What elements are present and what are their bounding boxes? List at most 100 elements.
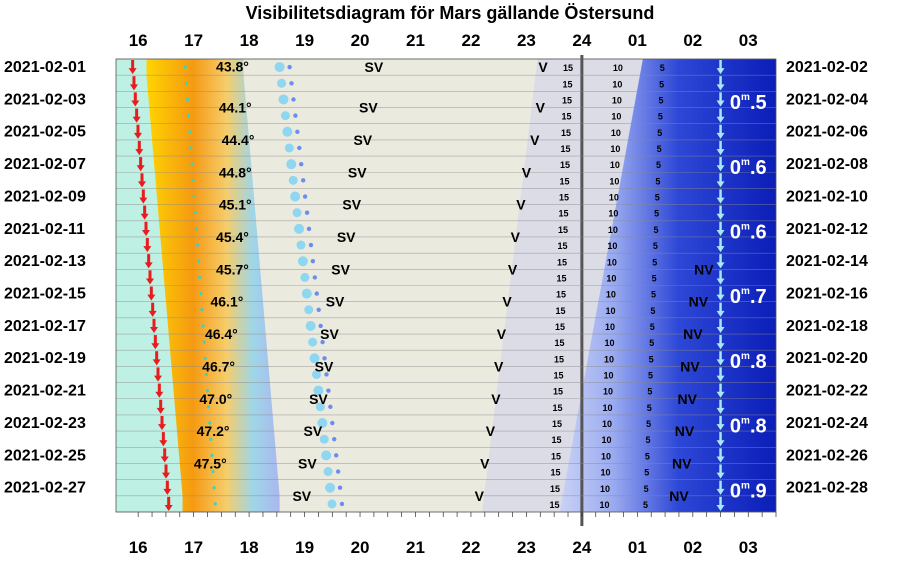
mars-position-dot-small — [332, 436, 337, 442]
date-label-right: 2021-02-10 — [786, 188, 868, 205]
sunset-arrowhead — [136, 165, 145, 172]
mars-set-arrowhead — [716, 197, 725, 204]
date-label-right: 2021-02-22 — [786, 383, 868, 400]
max-altitude-label: 43.8° — [216, 58, 249, 74]
date-label-right: 2021-02-20 — [786, 350, 868, 367]
magnitude-label: 0m.7 — [730, 286, 767, 308]
magnitude-label: 0m.6 — [730, 157, 767, 179]
mars-position-dot — [282, 126, 293, 137]
sunset-arrowhead — [155, 391, 164, 398]
mars-position-dot-small — [299, 161, 304, 167]
direction-label-sv: SV — [326, 294, 345, 310]
mars-position-dot — [319, 434, 329, 444]
sunset-arrowhead — [160, 456, 169, 463]
altitude-limit-label: 15 — [555, 322, 565, 332]
date-label-right: 2021-02-02 — [786, 59, 868, 76]
mars-set-arrowhead — [716, 229, 725, 236]
mars-set-arrowhead — [716, 472, 725, 479]
sunset-arrowhead — [132, 116, 141, 123]
twilight-dot — [211, 469, 215, 474]
altitude-limit-label: 15 — [559, 193, 569, 203]
mars-position-dot-small — [320, 339, 325, 345]
magnitude-label: 0m.5 — [730, 92, 767, 114]
hour-tick-label: 20 — [351, 31, 370, 50]
sunset-arrowhead — [137, 181, 146, 188]
sunset-arrowhead — [140, 213, 149, 220]
direction-label-nv: NV — [680, 358, 700, 374]
twilight-dot — [183, 65, 187, 69]
max-altitude-label: 46.7° — [202, 358, 235, 374]
altitude-limit-label: 10 — [607, 257, 617, 267]
date-label-left: 2021-02-27 — [4, 480, 86, 497]
direction-label-sv: SV — [320, 326, 339, 342]
altitude-limit-label: 15 — [561, 144, 571, 154]
max-altitude-label: 46.1° — [210, 294, 243, 310]
top-hour-axis: 16 17 18 19 20 21 22 23 24 01 02 03 — [129, 31, 758, 50]
bottom-hour-axis: 16 17 18 19 20 21 22 23 24 01 02 03 — [129, 538, 758, 557]
mars-set-arrowhead — [716, 488, 725, 495]
magnitude-label: 0m.8 — [730, 351, 767, 373]
mars-position-dot-small — [287, 64, 292, 70]
mars-set-arrowhead — [716, 407, 725, 414]
mars-position-dot-small — [293, 113, 298, 118]
altitude-limit-label: 5 — [655, 193, 660, 203]
sunset-arrowhead — [164, 505, 173, 511]
sunset-arrowhead — [133, 132, 142, 139]
mars-position-dot — [274, 62, 285, 73]
mars-position-dot-small — [302, 194, 308, 199]
sunset-arrowhead — [147, 294, 156, 301]
twilight-dot — [193, 211, 197, 215]
twilight-dot — [192, 194, 196, 199]
max-altitude-label: 44.4° — [222, 132, 255, 148]
mars-position-dot — [294, 223, 305, 234]
altitude-limit-label: 10 — [607, 241, 617, 251]
altitude-limit-label: 15 — [561, 128, 571, 138]
altitude-limit-label: 15 — [560, 160, 570, 170]
altitude-limit-label: 10 — [609, 176, 619, 186]
direction-label-v: V — [516, 197, 526, 213]
hour-tick-label: 16 — [129, 31, 148, 50]
mars-set-arrowhead — [716, 375, 725, 382]
date-label-left: 2021-02-03 — [4, 91, 86, 108]
altitude-limit-label: 15 — [550, 484, 560, 494]
altitude-limit-label: 15 — [557, 257, 567, 267]
magnitude-label: 0m.6 — [730, 221, 767, 243]
direction-label-sv: SV — [309, 391, 328, 407]
direction-label-sv: SV — [304, 423, 323, 439]
sunset-arrowhead — [141, 229, 150, 236]
direction-label-v: V — [475, 488, 485, 504]
altitude-limit-label: 5 — [650, 322, 655, 332]
twilight-dot — [191, 178, 195, 182]
direction-label-nv: NV — [675, 423, 695, 439]
mars-position-dot-small — [337, 485, 343, 490]
direction-label-v: V — [486, 423, 496, 439]
altitude-limit-label: 10 — [612, 95, 622, 105]
date-label-right: 2021-02-26 — [786, 447, 868, 464]
mars-position-dot — [286, 159, 297, 170]
max-altitude-label: 44.8° — [219, 164, 252, 180]
mars-position-dot-small — [314, 291, 319, 296]
altitude-limit-label: 5 — [658, 112, 663, 122]
mars-position-dot — [301, 288, 312, 299]
altitude-limit-label: 10 — [609, 193, 619, 203]
mars-set-arrowhead — [716, 294, 725, 301]
altitude-limit-label: 5 — [652, 257, 657, 267]
altitude-limit-label: 15 — [552, 419, 562, 429]
mars-position-dot — [327, 499, 337, 509]
sunset-arrowhead — [162, 472, 171, 479]
mars-position-dot-small — [324, 372, 329, 377]
hour-tick-label: 03 — [739, 31, 758, 50]
twilight-dot — [212, 486, 216, 490]
twilight-dot — [195, 243, 200, 247]
altitude-limit-label: 10 — [606, 290, 616, 300]
mars-position-dot-small — [339, 501, 345, 507]
hour-tick-label: 22 — [461, 31, 480, 50]
altitude-limit-label: 10 — [611, 112, 621, 122]
altitude-limit-label: 10 — [602, 419, 612, 429]
direction-label-sv: SV — [353, 132, 372, 148]
date-label-right: 2021-02-28 — [786, 480, 868, 497]
mars-position-dot — [321, 450, 332, 461]
altitude-limit-label: 10 — [605, 322, 615, 332]
altitude-limit-label: 5 — [645, 435, 650, 445]
mars-position-dot-small — [306, 226, 312, 232]
